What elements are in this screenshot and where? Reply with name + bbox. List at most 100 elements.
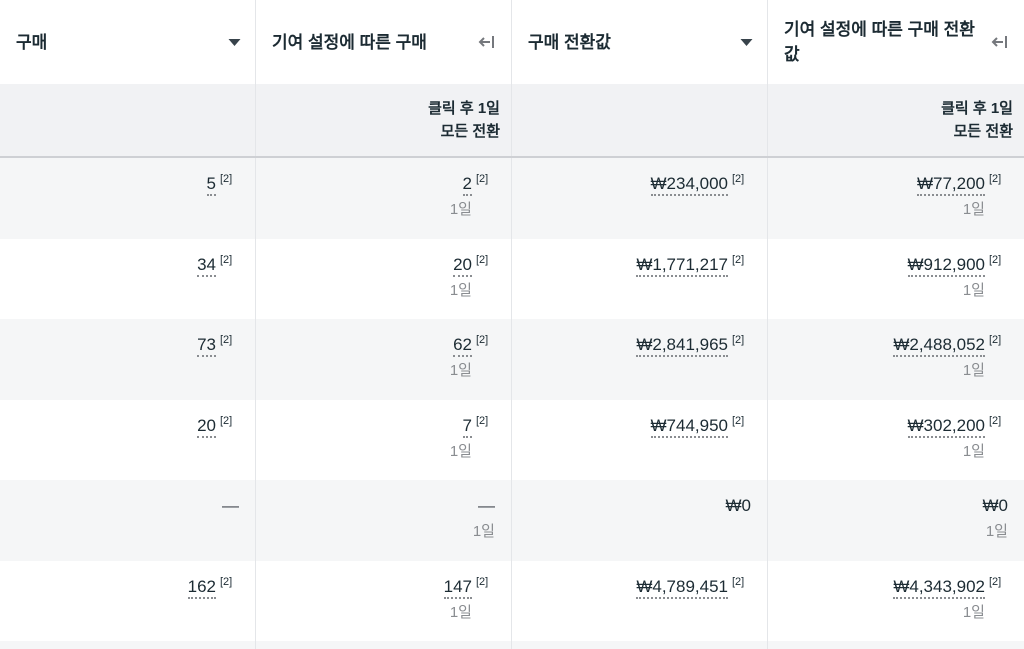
table-cell: ₩0 1일 — [768, 480, 1024, 561]
cell-value[interactable]: 73 — [197, 335, 216, 357]
table-row-partial — [0, 641, 1024, 649]
column-header-label: 기여 설정에 따른 구매 — [272, 32, 427, 52]
cell-main: 62 [2] — [453, 333, 488, 357]
collapse-left-arrow-icon[interactable] — [475, 31, 497, 53]
cell-main: ₩1,771,217 [2] — [636, 253, 744, 277]
cell-main: ₩912,900 [2] — [907, 253, 1001, 277]
cell-value[interactable]: 7 — [462, 415, 472, 438]
cell-value[interactable]: ₩1,771,217 — [636, 254, 728, 277]
cell-main: 162 [2] — [187, 575, 232, 599]
cell-value[interactable]: 20 — [453, 254, 472, 277]
cell-main: ₩234,000 [2] — [650, 172, 744, 196]
cell-value[interactable]: 5 — [206, 174, 216, 196]
cell-value[interactable]: 20 — [197, 415, 216, 438]
table-cell: 2 [2] 1일 — [256, 158, 512, 239]
cell-value[interactable]: ₩77,200 — [916, 174, 985, 196]
attribution-subheader-row: 클릭 후 1일 모든 전환 클릭 후 1일 모든 전환 — [0, 84, 1024, 158]
table-cell — [768, 641, 1024, 649]
footnote-marker: [2] — [476, 414, 489, 427]
cell-value[interactable]: 34 — [197, 254, 216, 277]
cell-value[interactable]: ₩302,200 — [907, 415, 985, 438]
footnote-marker: [2] — [220, 414, 233, 427]
attribution-window-label: 1일 — [449, 603, 472, 621]
table-cell: ₩4,789,451 [2] — [512, 560, 768, 641]
subheader-cell — [512, 84, 768, 156]
table-cell: ₩4,343,902 [2] 1일 — [768, 561, 1024, 642]
attribution-window-label: 1일 — [962, 281, 985, 299]
table-cell: 20 [2] 1일 — [256, 238, 512, 319]
cell-value[interactable]: 147 — [443, 576, 472, 599]
table-cell: ₩302,200 [2] 1일 — [768, 400, 1024, 481]
attribution-window-label: 1일 — [962, 603, 985, 621]
column-header-attributed-purchases[interactable]: 기여 설정에 따른 구매 — [256, 0, 512, 84]
cell-main: 147 [2] — [443, 575, 488, 599]
table-cell: ₩0 — [512, 480, 768, 561]
table-cell: 62 [2] 1일 — [256, 319, 512, 400]
sort-caret-down-icon[interactable] — [740, 38, 753, 47]
attribution-window-label: 1일 — [472, 523, 495, 540]
cell-main: ₩302,200 [2] — [907, 414, 1001, 438]
cell-value[interactable]: ₩234,000 — [650, 174, 728, 196]
cell-value[interactable]: 162 — [187, 576, 216, 599]
table-row: 34 [2] 20 [2] 1일 ₩1,771,217 [2] ₩912,900 [2] 1일 — [0, 238, 1024, 319]
footnote-marker: [2] — [476, 173, 489, 185]
footnote-marker: [2] — [476, 575, 489, 588]
table-row: — —1일 ₩0 ₩0 1일 — [0, 480, 1024, 561]
cell-main: ₩4,789,451 [2] — [636, 575, 744, 599]
attribution-window-label: 1일 — [449, 281, 472, 299]
attribution-window-text: 클릭 후 1일 — [941, 100, 1013, 117]
attribution-window-label: 1일 — [962, 442, 985, 460]
subheader-cell: 클릭 후 1일 모든 전환 — [768, 84, 1024, 156]
cell-main: 20 [2] — [197, 414, 232, 438]
footnote-marker: [2] — [220, 173, 233, 185]
conversion-scope-text: 모든 전환 — [440, 123, 500, 140]
footnote-marker: [2] — [989, 253, 1002, 266]
table-cell: ₩1,771,217 [2] — [512, 238, 768, 319]
cell-value[interactable]: ₩4,789,451 — [636, 576, 728, 599]
footnote-marker: [2] — [732, 575, 745, 588]
attribution-window-label: 1일 — [985, 523, 1008, 540]
footnote-marker: [2] — [989, 414, 1002, 427]
footnote-marker: [2] — [476, 253, 489, 266]
table-cell: 73 [2] — [0, 319, 256, 400]
cell-main: 20 [2] — [453, 253, 488, 277]
collapse-left-arrow-icon[interactable] — [988, 31, 1010, 53]
cell-value[interactable]: ₩2,488,052 — [893, 335, 985, 357]
cell-value[interactable]: ₩2,841,965 — [636, 335, 728, 357]
table-cell: 34 [2] — [0, 238, 256, 319]
cell-value: ₩0 — [725, 496, 752, 515]
sort-caret-down-icon[interactable] — [228, 38, 241, 47]
table-cell: 5 [2] — [0, 158, 256, 239]
column-header-purchases[interactable]: 구매 — [0, 0, 256, 84]
attribution-window-label: 1일 — [449, 362, 472, 379]
cell-main: — — [222, 494, 239, 517]
table-row: 162 [2] 147 [2] 1일 ₩4,789,451 [2] ₩4,343,902 [2]… — [0, 560, 1024, 642]
cell-value[interactable]: ₩912,900 — [907, 254, 985, 277]
subheader-cell — [0, 84, 256, 156]
table-cell — [0, 641, 256, 649]
footnote-marker: [2] — [732, 173, 745, 185]
cell-value[interactable]: 62 — [453, 335, 472, 357]
cell-value: — — [478, 496, 495, 515]
cell-main: 2 [2] — [462, 172, 488, 196]
footnote-marker: [2] — [989, 173, 1002, 185]
footnote-marker: [2] — [732, 253, 745, 266]
attribution-window-label: 1일 — [449, 201, 472, 218]
table-cell: 162 [2] — [0, 560, 256, 641]
cell-value: ₩0 — [982, 496, 1009, 515]
cell-value[interactable]: ₩744,950 — [650, 415, 728, 438]
footnote-marker: [2] — [989, 334, 1002, 346]
subheader-cell: 클릭 후 1일 모든 전환 — [256, 84, 512, 156]
table-row: 73 [2] 62 [2] 1일 ₩2,841,965 [2] ₩2,488,052 [2] 1일 — [0, 319, 1024, 400]
column-header-purchase-conversion-value[interactable]: 구매 전환값 — [512, 0, 768, 84]
table-row: 20 [2] 7 [2] 1일 ₩744,950 [2] ₩302,200 [2] 1일 — [0, 399, 1024, 481]
cell-value[interactable]: ₩4,343,902 — [893, 576, 985, 599]
cell-main: 34 [2] — [197, 253, 232, 277]
attribution-window-label: 1일 — [962, 362, 985, 379]
cell-value[interactable]: 2 — [462, 174, 472, 196]
cell-main: 7 [2] — [462, 414, 488, 438]
cell-main: ₩2,841,965 [2] — [636, 333, 744, 357]
footnote-marker: [2] — [220, 334, 233, 346]
column-header-attributed-purchase-conversion-value[interactable]: 기여 설정에 따른 구매 전환값 — [768, 0, 1024, 84]
